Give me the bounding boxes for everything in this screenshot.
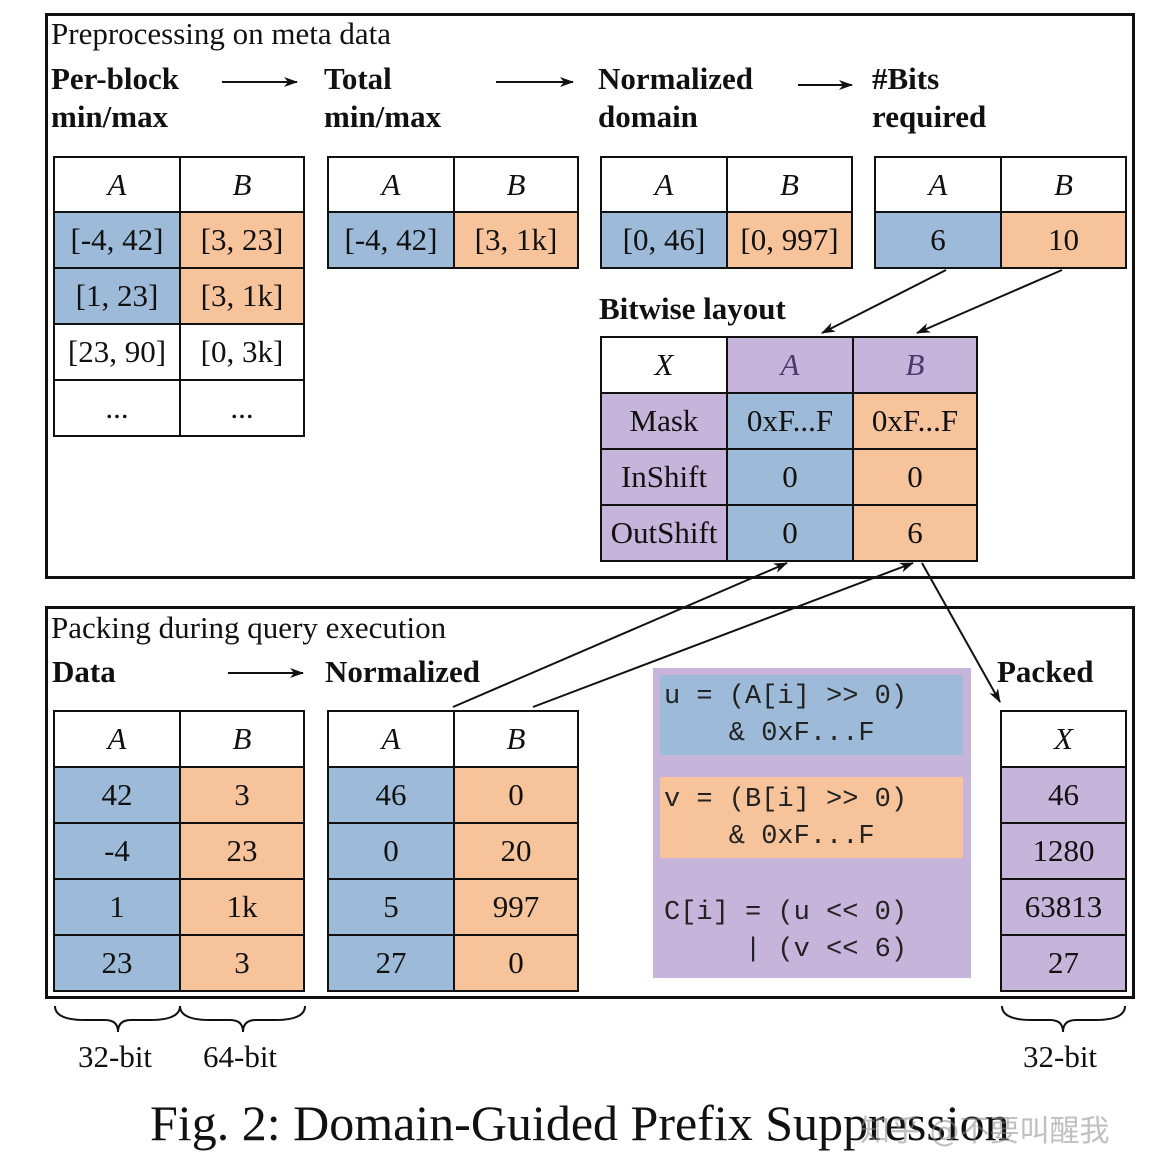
cell: [1, 23] bbox=[53, 267, 181, 325]
header-a: A bbox=[53, 710, 181, 768]
header-b: B bbox=[852, 336, 978, 394]
cell: 42 bbox=[53, 766, 181, 824]
step-bits-required: #Bits required bbox=[872, 61, 987, 134]
cell: 23 bbox=[179, 822, 305, 880]
header-b: B bbox=[453, 156, 579, 213]
cell: 0 bbox=[726, 448, 854, 506]
code-c: C[i] = (u << 0) | (v << 6) bbox=[664, 898, 908, 965]
cell: [3, 1k] bbox=[453, 211, 579, 269]
cell: [3, 23] bbox=[179, 211, 305, 269]
cell: 0 bbox=[852, 448, 978, 506]
code-u-bg bbox=[660, 675, 963, 755]
normalized-label: Normalized bbox=[325, 654, 480, 689]
cell: [-4, 42] bbox=[53, 211, 181, 269]
row-label-inshift: InShift bbox=[600, 448, 728, 506]
cell: 1280 bbox=[1000, 822, 1127, 880]
code-u: u = (A[i] >> 0) & 0xF...F bbox=[664, 682, 908, 749]
figure-caption: Fig. 2: Domain-Guided Prefix Suppression bbox=[150, 1095, 1010, 1151]
preprocessing-panel bbox=[45, 13, 1135, 579]
cell: 5 bbox=[327, 878, 455, 936]
bit-width-b: 64-bit bbox=[203, 1039, 278, 1074]
bitwise-layout-title: Bitwise layout bbox=[599, 291, 786, 326]
cell: 1k bbox=[179, 878, 305, 936]
packing-title: Packing during query execution bbox=[51, 610, 447, 645]
cell: 3 bbox=[179, 934, 305, 992]
cell: 10 bbox=[1000, 211, 1127, 269]
cell: 0 bbox=[327, 822, 455, 880]
preprocessing-title: Preprocessing on meta data bbox=[51, 16, 392, 51]
header-b: B bbox=[179, 156, 305, 213]
cell: 63813 bbox=[1000, 878, 1127, 936]
cell: -4 bbox=[53, 822, 181, 880]
cell: 0xF...F bbox=[726, 392, 854, 450]
cell: 20 bbox=[453, 822, 579, 880]
step-per-block: Per-block min/max bbox=[51, 61, 179, 134]
header-a: A bbox=[600, 156, 728, 213]
header-a: A bbox=[726, 336, 854, 394]
cell: 1 bbox=[53, 878, 181, 936]
header-a: A bbox=[874, 156, 1002, 213]
header-b: B bbox=[179, 710, 305, 768]
cell: [3, 1k] bbox=[179, 267, 305, 325]
cell: 0 bbox=[726, 504, 854, 562]
header-b: B bbox=[726, 156, 853, 213]
header-b: B bbox=[453, 710, 579, 768]
cell: 0xF...F bbox=[852, 392, 978, 450]
packed-table: X 46 1280 63813 27 bbox=[1000, 710, 1127, 992]
cell: [0, 997] bbox=[726, 211, 853, 269]
cell: [0, 46] bbox=[600, 211, 728, 269]
header-a: A bbox=[327, 156, 455, 213]
data-label: Data bbox=[52, 654, 116, 689]
watermark: 知乎 @不要叫醒我 bbox=[860, 1114, 1110, 1149]
cell: 0 bbox=[453, 934, 579, 992]
bit-width-a: 32-bit bbox=[78, 1039, 153, 1074]
cell: 3 bbox=[179, 766, 305, 824]
cell: [23, 90] bbox=[53, 323, 181, 381]
header-x: X bbox=[1000, 710, 1127, 768]
cell: [0, 3k] bbox=[179, 323, 305, 381]
cell: 23 bbox=[53, 934, 181, 992]
cell: 6 bbox=[852, 504, 978, 562]
cell: 46 bbox=[1000, 766, 1127, 824]
cell: 46 bbox=[327, 766, 455, 824]
header-b: B bbox=[1000, 156, 1127, 213]
header-x: X bbox=[600, 336, 728, 394]
cell: [-4, 42] bbox=[327, 211, 455, 269]
code-v-bg bbox=[660, 777, 963, 858]
code-v: v = (B[i] >> 0) & 0xF...F bbox=[664, 785, 908, 852]
row-label-mask: Mask bbox=[600, 392, 728, 450]
packing-panel bbox=[45, 606, 1135, 999]
cell: 27 bbox=[327, 934, 455, 992]
header-a: A bbox=[327, 710, 455, 768]
cell: 997 bbox=[453, 878, 579, 936]
cell: ... bbox=[179, 379, 305, 437]
step-normalized-domain: Normalized domain bbox=[598, 61, 753, 134]
bit-width-x: 32-bit bbox=[1023, 1039, 1098, 1074]
cell: 0 bbox=[453, 766, 579, 824]
cell: 27 bbox=[1000, 934, 1127, 992]
row-label-outshift: OutShift bbox=[600, 504, 728, 562]
cell: ... bbox=[53, 379, 181, 437]
step-total: Total min/max bbox=[324, 61, 442, 134]
packed-label: Packed bbox=[997, 654, 1094, 689]
header-a: A bbox=[53, 156, 181, 213]
cell: 6 bbox=[874, 211, 1002, 269]
